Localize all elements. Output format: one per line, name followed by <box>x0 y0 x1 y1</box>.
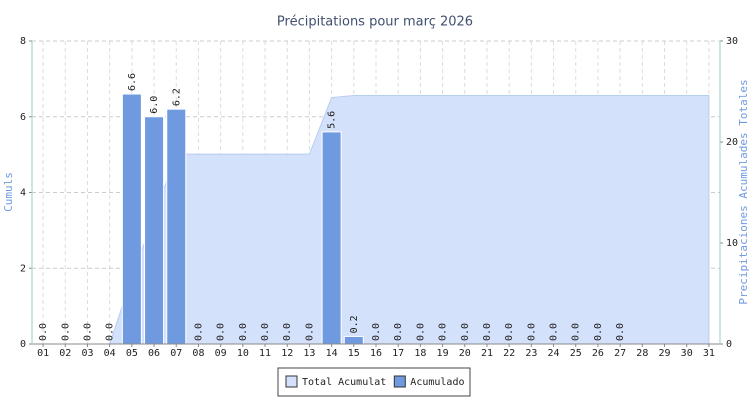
chart-title: Précipitations pour març 2026 <box>277 15 473 30</box>
x-tick-label: 20 <box>459 348 471 359</box>
data-label: 0.0 <box>504 323 515 341</box>
data-label: 6.0 <box>149 96 160 114</box>
x-tick-label: 14 <box>326 348 338 359</box>
data-label: 0.0 <box>438 323 449 341</box>
x-tick-label: 13 <box>303 348 315 359</box>
data-label: 0.0 <box>526 323 537 341</box>
data-label: 0.2 <box>349 315 360 333</box>
y-tick-label: 4 <box>20 188 26 199</box>
x-tick-label: 16 <box>370 348 382 359</box>
x-tick-label: 27 <box>614 348 626 359</box>
data-label: 0.0 <box>60 323 71 341</box>
x-tick-label: 06 <box>148 348 160 359</box>
legend-box <box>277 367 471 397</box>
data-label: 0.0 <box>193 323 204 341</box>
y-axis-label: Cumuls <box>2 172 15 212</box>
data-label: 0.0 <box>415 323 426 341</box>
x-tick-label: 10 <box>237 348 249 359</box>
x-tick-label: 21 <box>481 348 493 359</box>
data-label: 0.0 <box>260 323 271 341</box>
data-label: 0.0 <box>371 323 382 341</box>
x-tick-label: 15 <box>348 348 360 359</box>
x-tick-label: 31 <box>703 348 715 359</box>
bar <box>343 335 364 345</box>
data-label: 0.0 <box>549 323 560 341</box>
data-label: 0.0 <box>460 323 471 341</box>
y-tick-label: 8 <box>20 36 26 47</box>
x-tick-label: 23 <box>525 348 537 359</box>
data-label: 6.6 <box>127 73 138 91</box>
y2-tick-label: 30 <box>726 36 738 47</box>
x-tick-label: 04 <box>104 348 116 359</box>
data-label: 0.0 <box>615 323 626 341</box>
legend-label: Total Acumulat <box>302 377 386 388</box>
data-label: 5.6 <box>327 111 338 129</box>
data-label: 0.0 <box>82 323 93 341</box>
data-label: 0.0 <box>238 323 249 341</box>
data-label: 6.2 <box>171 88 182 106</box>
x-tick-label: 09 <box>215 348 227 359</box>
x-tick-label: 25 <box>570 348 582 359</box>
x-tick-label: 03 <box>81 348 93 359</box>
data-label: 0.0 <box>105 323 116 341</box>
bar <box>166 108 187 345</box>
y2-tick-label: 10 <box>726 238 738 249</box>
bar <box>321 131 342 345</box>
x-tick-label: 29 <box>658 348 670 359</box>
data-label: 0.0 <box>38 323 49 341</box>
y-tick-label: 2 <box>20 263 26 274</box>
bar <box>144 116 165 345</box>
y2-tick-label: 0 <box>726 339 732 350</box>
x-tick-label: 18 <box>414 348 426 359</box>
x-tick-label: 24 <box>548 348 560 359</box>
legend-swatch <box>285 375 298 388</box>
data-label: 0.0 <box>571 323 582 341</box>
area <box>43 95 710 345</box>
x-tick-label: 28 <box>636 348 648 359</box>
y2-axis-label: Precipitaciones Acumulades Totales <box>737 79 750 304</box>
data-label: 0.0 <box>393 323 404 341</box>
x-tick-label: 19 <box>437 348 449 359</box>
x-tick-label: 02 <box>59 348 71 359</box>
x-tick-label: 30 <box>681 348 693 359</box>
legend-swatch <box>393 375 406 388</box>
data-label: 0.0 <box>593 323 604 341</box>
x-tick-label: 12 <box>281 348 293 359</box>
bar <box>121 93 142 345</box>
x-tick-label: 01 <box>37 348 49 359</box>
y-tick-label: 6 <box>20 112 26 123</box>
x-tick-label: 05 <box>126 348 138 359</box>
data-label: 0.0 <box>304 323 315 341</box>
data-label: 0.0 <box>482 323 493 341</box>
data-label: 0.0 <box>282 323 293 341</box>
x-tick-label: 11 <box>259 348 271 359</box>
x-tick-label: 22 <box>503 348 515 359</box>
x-tick-label: 17 <box>392 348 404 359</box>
x-tick-label: 07 <box>170 348 182 359</box>
y-tick-label: 0 <box>20 339 26 350</box>
y2-tick-label: 20 <box>726 137 738 148</box>
x-tick-label: 08 <box>192 348 204 359</box>
legend-label: Acumulado <box>410 377 464 388</box>
data-label: 0.0 <box>216 323 227 341</box>
x-tick-label: 26 <box>592 348 604 359</box>
